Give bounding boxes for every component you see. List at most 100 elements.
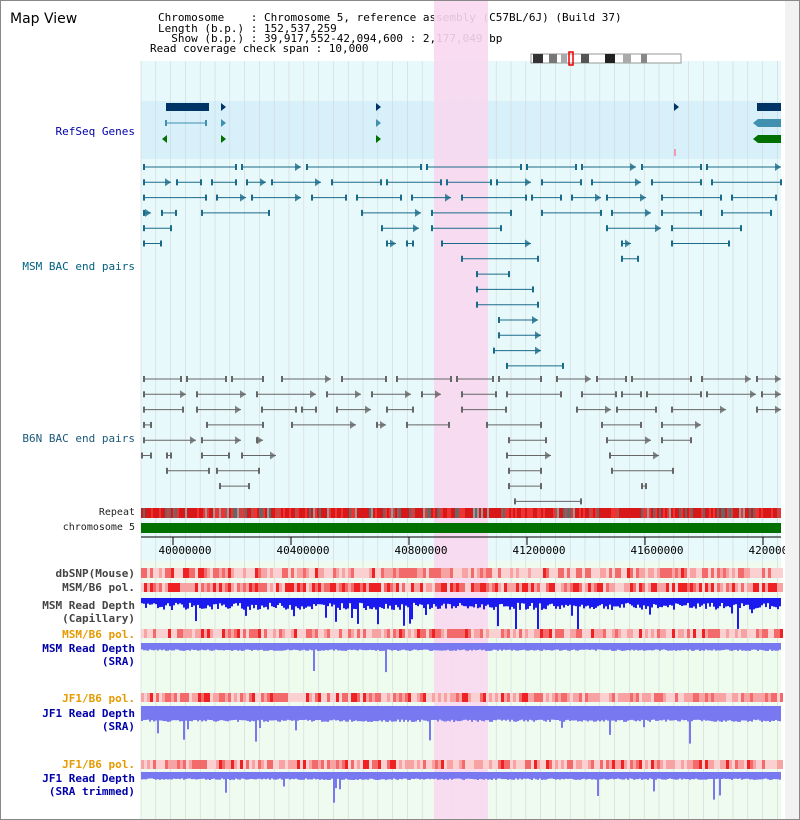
bac-end xyxy=(446,179,448,186)
bac-end xyxy=(606,437,608,444)
bac-end xyxy=(520,164,522,170)
bac-end-arrow xyxy=(190,436,196,445)
bac-end xyxy=(625,376,627,382)
bac-end xyxy=(721,209,723,216)
bac-end xyxy=(576,406,578,413)
gene-strand-arrow xyxy=(753,119,758,127)
jf1-b6-pol-heat-track-2 xyxy=(141,760,783,769)
bac-end xyxy=(537,301,539,308)
bac-end xyxy=(505,406,507,413)
bac-end xyxy=(143,209,145,216)
bac-end xyxy=(531,194,533,201)
bac-end xyxy=(201,437,203,444)
label-msm-depth-capillary[interactable]: MSM Read Depth xyxy=(42,599,135,612)
bac-end-arrow xyxy=(605,405,611,414)
label-msm-depth-sra[interactable]: MSM Read Depth xyxy=(42,642,135,655)
bac-end-arrow xyxy=(260,178,266,187)
bac-end xyxy=(345,194,347,201)
bac-end-arrow xyxy=(745,375,751,383)
label-chromosome: chromosome 5 xyxy=(62,522,135,533)
label-jf1-depth-trimmed[interactable]: JF1 Read Depth xyxy=(42,772,135,785)
label-b6n-bac[interactable]: B6N BAC end pairs xyxy=(22,432,135,445)
bac-end xyxy=(720,194,722,201)
bac-end-arrow xyxy=(390,239,396,248)
bac-end xyxy=(143,164,145,170)
label-dbsnp[interactable]: dbSNP(Mouse) xyxy=(55,567,135,580)
bac-end xyxy=(498,332,500,339)
bac-end xyxy=(651,179,653,186)
bac-end xyxy=(621,240,623,247)
label-msm-b6-pol-2[interactable]: MSM/B6 pol. xyxy=(62,628,135,641)
bac-end xyxy=(420,164,422,170)
bac-end-arrow xyxy=(635,178,641,187)
bac-end xyxy=(596,376,598,382)
bac-end xyxy=(336,406,338,413)
chromosome-bar xyxy=(141,523,781,533)
ideogram-position-marker xyxy=(568,51,574,66)
bac-end xyxy=(541,209,543,216)
b6n-bac-end-pairs[interactable] xyxy=(141,375,781,505)
bac-end-arrow xyxy=(145,208,151,217)
bac-end xyxy=(541,179,543,186)
bac-end xyxy=(537,255,539,262)
dbsnp-heat-track xyxy=(141,568,783,578)
bac-end-arrow xyxy=(695,420,701,429)
bac-end xyxy=(780,179,782,186)
label-refseq-genes[interactable]: RefSeq Genes xyxy=(55,125,135,138)
label-msm-b6-pol-1[interactable]: MSM/B6 pol. xyxy=(62,581,135,594)
bac-end-arrow xyxy=(535,331,541,340)
bac-end xyxy=(426,164,428,170)
bac-end xyxy=(508,467,510,474)
bac-end xyxy=(690,376,692,382)
bac-end xyxy=(571,194,573,201)
bac-end xyxy=(770,209,772,216)
bac-end xyxy=(540,421,542,428)
bac-end-arrow xyxy=(435,390,441,399)
label-msm-depth-capillary-sub: (Capillary) xyxy=(62,612,135,625)
bac-end xyxy=(461,194,463,201)
axis-tick-label: 41200000 xyxy=(513,544,566,557)
bac-end xyxy=(412,406,414,413)
label-msm-bac[interactable]: MSM BAC end pairs xyxy=(22,260,135,273)
label-msm-depth-sra-sub: (SRA) xyxy=(101,655,135,668)
bac-end xyxy=(170,452,172,459)
bac-end xyxy=(591,179,593,186)
bac-end-arrow xyxy=(645,208,651,217)
coverage-span-info: Read coverage check span : 10,000 xyxy=(150,42,369,55)
label-jf1-b6-pol-2[interactable]: JF1/B6 pol. xyxy=(62,758,135,771)
label-jf1-depth-sra[interactable]: JF1 Read Depth xyxy=(42,707,135,720)
bac-end xyxy=(580,179,582,186)
right-scroll-gutter[interactable] xyxy=(785,1,799,819)
bac-end xyxy=(211,179,213,186)
bac-end xyxy=(421,391,423,398)
bac-end xyxy=(540,467,542,474)
refseq-genes[interactable] xyxy=(162,103,781,156)
bac-end xyxy=(431,209,433,216)
bac-end xyxy=(506,452,508,459)
bac-end xyxy=(311,194,313,201)
msm-bac-end-pairs[interactable] xyxy=(143,163,782,369)
chromosome-ideogram[interactable] xyxy=(530,51,682,66)
bac-end xyxy=(700,391,702,398)
bac-end xyxy=(646,391,648,398)
label-jf1-b6-pol-1[interactable]: JF1/B6 pol. xyxy=(62,692,135,705)
bac-end-arrow xyxy=(525,178,531,187)
bac-end xyxy=(412,240,414,247)
bac-end xyxy=(356,194,358,201)
bac-end xyxy=(508,271,510,278)
bac-end xyxy=(500,225,502,232)
bac-end xyxy=(496,179,498,186)
bac-end xyxy=(493,347,495,354)
bac-end xyxy=(166,452,168,459)
gene-feature xyxy=(757,103,781,111)
bac-end xyxy=(235,164,237,170)
bac-end xyxy=(143,437,145,444)
bac-end xyxy=(661,209,663,216)
bac-end xyxy=(506,391,508,398)
length-info: Length (b.p.) : 152,537,259 xyxy=(158,22,337,35)
bac-end-arrow xyxy=(653,451,659,460)
bac-end xyxy=(170,225,172,232)
bac-end xyxy=(621,255,623,262)
bac-end-arrow xyxy=(413,224,419,233)
